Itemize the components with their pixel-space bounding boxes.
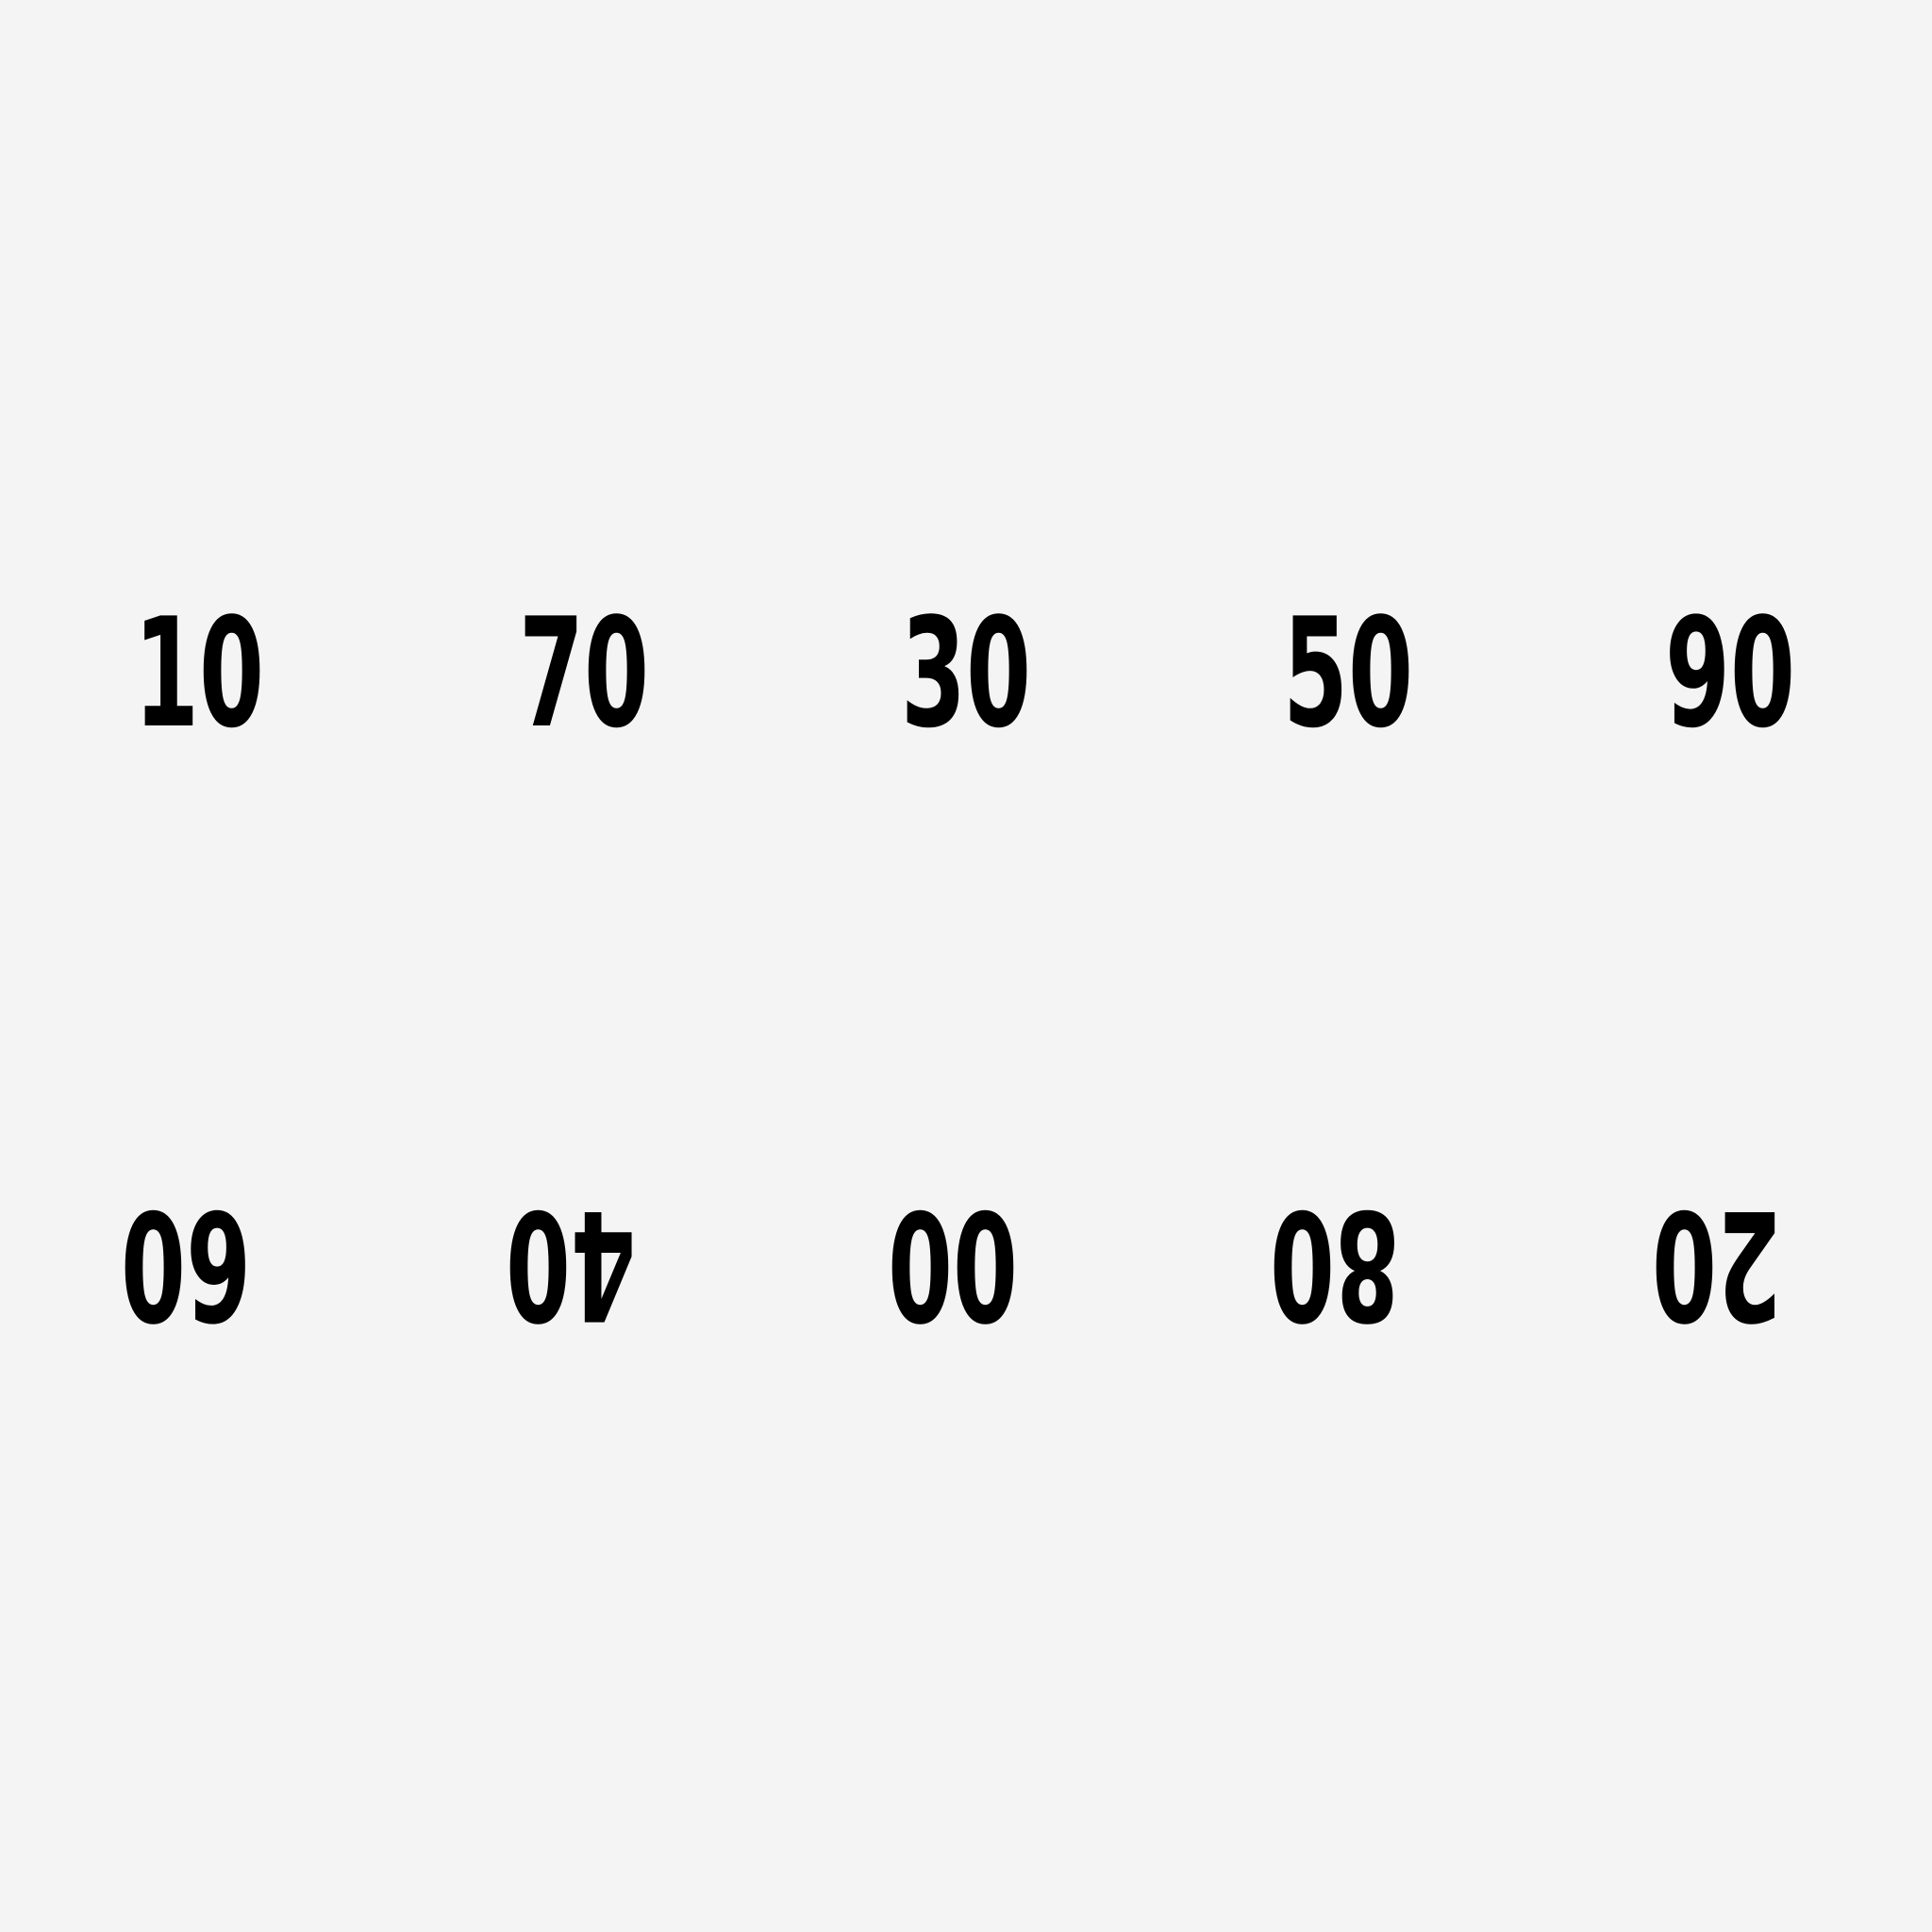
- number-label: 30: [901, 585, 1032, 761]
- number-label: 50: [1283, 585, 1414, 761]
- number-label: 70: [519, 585, 650, 761]
- number-label: 10: [134, 585, 265, 761]
- flipped-number-label: 40: [505, 1176, 636, 1353]
- flipped-number-label: 80: [1269, 1176, 1400, 1353]
- flipped-number-label: 60: [120, 1176, 251, 1353]
- flipped-number-label: 20: [1651, 1176, 1782, 1353]
- number-label: 90: [1665, 585, 1796, 761]
- flipped-number-label: 00: [887, 1176, 1018, 1353]
